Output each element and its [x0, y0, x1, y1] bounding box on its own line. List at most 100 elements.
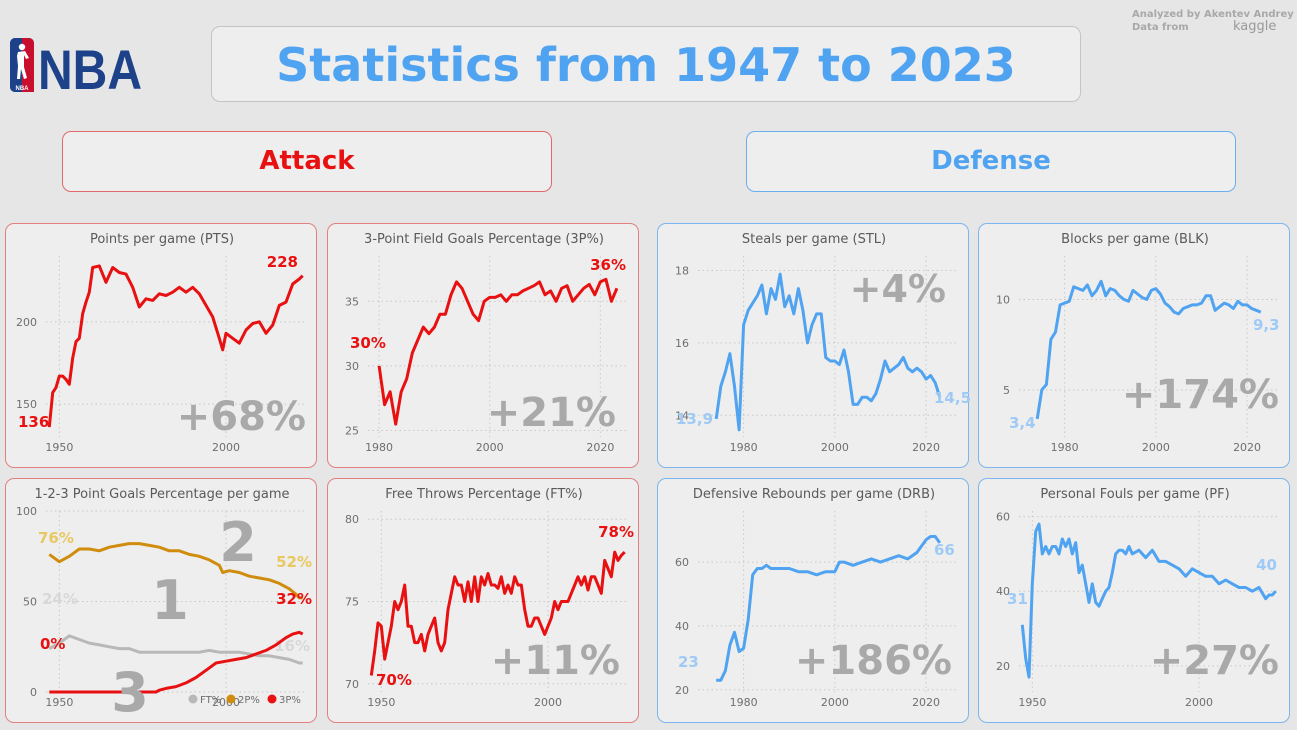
- logo-badge-text: NBA: [16, 86, 30, 92]
- series-end-label: 52%: [276, 553, 312, 571]
- chart-title: Personal Fouls per game (PF): [1040, 487, 1229, 502]
- y-tick-label: 200: [16, 316, 37, 329]
- chart-pts: Points per game (PTS) 1950 2000 150 200 +68% 1…: [16, 232, 306, 454]
- start-value-label: 13,9: [676, 410, 713, 428]
- chart-3p: 3-Point Field Goals Percentage (3P%) 1980…: [345, 232, 628, 454]
- y-tick-label: 60: [996, 511, 1010, 524]
- x-tick-label: 2020: [912, 441, 940, 454]
- x-tick-label: 1950: [367, 696, 395, 709]
- y-tick-label: 20: [996, 660, 1010, 673]
- kaggle-link[interactable]: kaggle: [1233, 19, 1277, 34]
- panel-blk: Blocks per game (BLK) 1980 2000 2020 5 10 +174…: [978, 223, 1290, 468]
- series-start-label: 24%: [42, 590, 78, 608]
- y-tick-label: 16: [675, 337, 689, 350]
- legend-marker: [226, 694, 236, 704]
- credit-author: Analyzed by Akentev Andrey: [1132, 9, 1294, 20]
- x-tick-label: 2020: [912, 696, 940, 709]
- big-label-3p: 3: [111, 661, 149, 724]
- end-value-label: 78%: [598, 523, 634, 541]
- x-tick-label: 2020: [586, 441, 614, 454]
- y-tick-label: 35: [345, 295, 359, 308]
- y-tick-label: 30: [345, 360, 359, 373]
- start-value-label: 70%: [376, 671, 412, 689]
- end-value-label: 40: [1256, 556, 1277, 574]
- series-line: [47, 264, 304, 428]
- y-tick-label: 75: [345, 596, 359, 609]
- series-end-label: 16%: [274, 637, 310, 655]
- change-label: +11%: [491, 638, 620, 684]
- y-tick-label: 70: [345, 678, 359, 691]
- change-label: +4%: [850, 267, 946, 311]
- panel-pts: Points per game (PTS) 1950 2000 150 200 +68% 1…: [5, 223, 317, 468]
- series-line-2p: [48, 542, 303, 600]
- logo-text: NBA: [38, 38, 142, 96]
- attack-section-header: Attack: [62, 131, 552, 192]
- x-tick-label: 1980: [1051, 441, 1079, 454]
- series-start-label: 76%: [38, 529, 74, 547]
- x-tick-label: 1950: [1018, 696, 1046, 709]
- panel-ft: Free Throws Percentage (FT%) 1950 2000 70 75…: [327, 478, 639, 723]
- x-tick-label: 1950: [45, 696, 73, 709]
- x-tick-label: 2000: [1142, 441, 1170, 454]
- big-label-ft: 1: [151, 569, 189, 632]
- series-line: [369, 550, 626, 676]
- series-line: [1035, 279, 1262, 420]
- start-value-label: 31: [1007, 590, 1028, 608]
- start-value-label: 3,4: [1009, 414, 1036, 432]
- chart-stl: Steals per game (STL) 1980 2000 2020 14 16 18 +…: [675, 232, 970, 454]
- x-tick-label: 1980: [730, 441, 758, 454]
- change-label: +186%: [795, 638, 952, 684]
- change-label: +68%: [177, 394, 306, 440]
- legend-label: FT%: [200, 695, 221, 706]
- x-tick-label: 1980: [730, 696, 758, 709]
- legend-label: 3P%: [279, 695, 301, 706]
- y-tick-label: 20: [675, 684, 689, 697]
- y-tick-label: 5: [1003, 384, 1010, 397]
- y-tick-label: 50: [23, 596, 37, 609]
- chart-title: 1-2-3 Point Goals Percentage per game: [34, 487, 289, 502]
- chart-drb: Defensive Rebounds per game (DRB) 1980 200…: [675, 487, 958, 709]
- series-line: [716, 535, 942, 682]
- y-tick-label: 60: [675, 556, 689, 569]
- chart-title: Steals per game (STL): [742, 232, 886, 247]
- chart-title: 3-Point Field Goals Percentage (3P%): [364, 232, 604, 247]
- chart-title: Points per game (PTS): [90, 232, 234, 247]
- series-line-3p: [49, 630, 304, 694]
- series-line: [714, 272, 942, 432]
- start-value-label: 136: [18, 413, 49, 431]
- series-line: [377, 277, 619, 426]
- end-value-label: 14,5: [934, 389, 970, 407]
- y-tick-label: 18: [675, 264, 689, 277]
- panel-stl: Steals per game (STL) 1980 2000 2020 14 16 18 +…: [657, 223, 970, 468]
- chart-title: Blocks per game (BLK): [1061, 232, 1209, 247]
- y-tick-label: 150: [16, 398, 37, 411]
- legend-marker: [188, 694, 198, 704]
- y-tick-label: 80: [345, 513, 359, 526]
- chart-pct: 1-2-3 Point Goals Percentage per game 195…: [16, 487, 312, 724]
- big-label-2p: 2: [219, 511, 257, 574]
- x-tick-label: 2000: [534, 696, 562, 709]
- credit-source-label: Data from: [1132, 22, 1189, 33]
- x-tick-label: 1980: [365, 441, 393, 454]
- series-end-label: 32%: [276, 590, 312, 608]
- y-tick-label: 10: [996, 293, 1010, 306]
- x-tick-label: 2020: [1233, 441, 1261, 454]
- chart-title: Defensive Rebounds per game (DRB): [693, 487, 935, 502]
- y-tick-label: 100: [16, 505, 37, 518]
- end-value-label: 66: [934, 541, 955, 559]
- legend-marker: [267, 694, 277, 704]
- panel-3p: 3-Point Field Goals Percentage (3P%) 1980…: [327, 223, 639, 468]
- x-tick-label: 2000: [821, 696, 849, 709]
- chart-pf: Personal Fouls per game (PF) 1950 2000 20 40…: [996, 487, 1279, 709]
- end-value-label: 9,3: [1253, 316, 1280, 334]
- chart-ft: Free Throws Percentage (FT%) 1950 2000 70 75…: [345, 487, 634, 709]
- start-value-label: 23: [678, 653, 699, 671]
- panel-pf: Personal Fouls per game (PF) 1950 2000 20 40…: [978, 478, 1290, 723]
- title-box: Statistics from 1947 to 2023: [211, 26, 1081, 102]
- x-tick-label: 2000: [821, 441, 849, 454]
- credit: Analyzed by Akentev Andrey Data from kag…: [1132, 8, 1294, 34]
- defense-section-header: Defense: [746, 131, 1236, 192]
- chart-blk: Blocks per game (BLK) 1980 2000 2020 5 10 +174…: [996, 232, 1280, 454]
- x-tick-label: 2000: [1185, 696, 1213, 709]
- chart-title: Free Throws Percentage (FT%): [385, 487, 582, 502]
